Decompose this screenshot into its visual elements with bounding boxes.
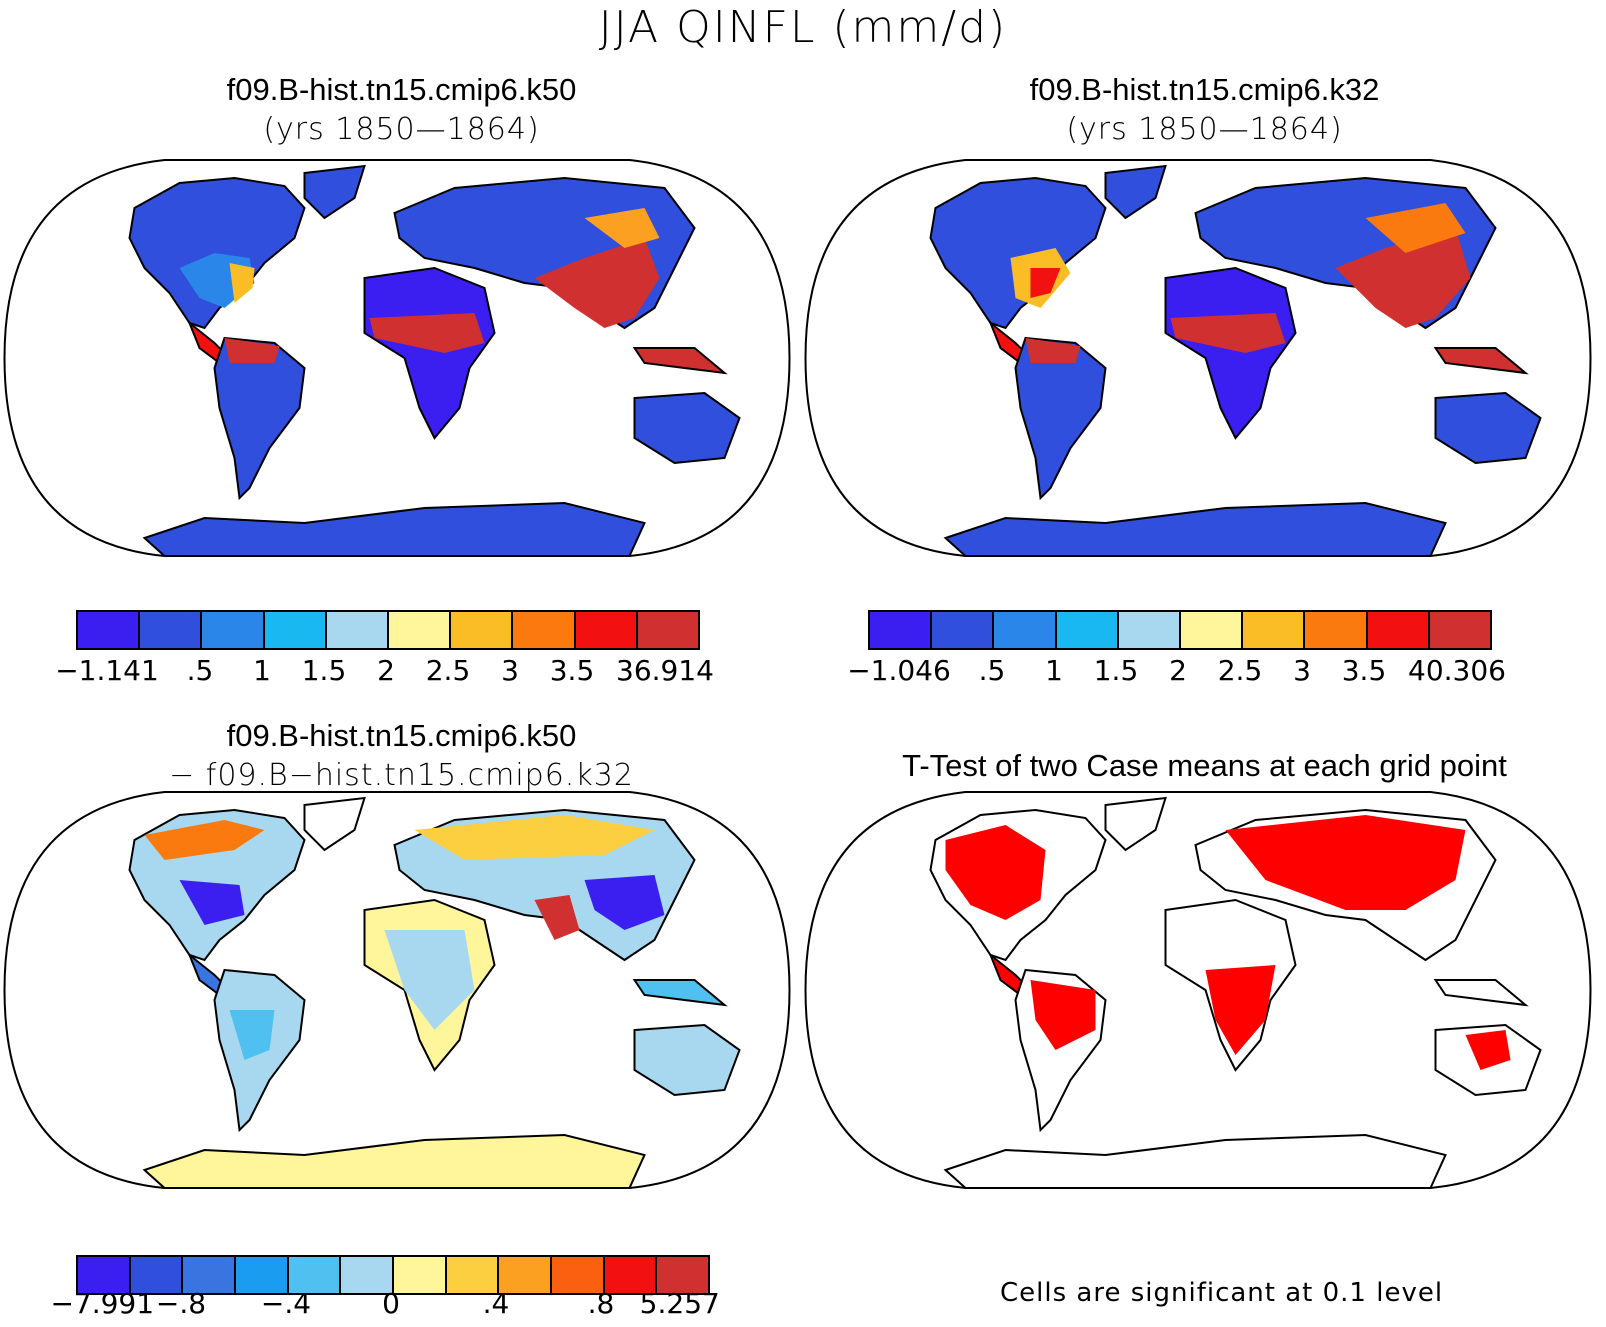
panel-3-title: f09.B-hist.tn15.cmip6.k50 − f09.B−hist.t… <box>0 718 803 793</box>
colorbar-swatch <box>575 612 638 648</box>
panel-3-continents <box>128 796 741 1189</box>
south-america <box>213 336 306 501</box>
colorbar-swatch <box>1243 612 1306 648</box>
panel-2-colorbar <box>868 610 1492 650</box>
colorbar-tick-label: −1.046 <box>847 654 951 687</box>
africa <box>1164 266 1297 440</box>
colorbar-tick-label: 5.257 <box>639 1287 720 1320</box>
colorbar-tick-label: 2.5 <box>425 654 471 687</box>
australia <box>633 391 741 465</box>
colorbar-tick-label: 2.5 <box>1217 654 1263 687</box>
panel-1-title: f09.B-hist.tn15.cmip6.k50 (yrs 1850—1864… <box>0 72 803 147</box>
south-america <box>1014 336 1107 501</box>
colorbar-tick-label: 1 <box>253 654 271 687</box>
colorbar-tick-label: .5 <box>978 654 1006 687</box>
panel-2-map <box>804 159 1592 557</box>
colorbar-tick-label: 1.5 <box>301 654 347 687</box>
greenland <box>1104 796 1167 852</box>
colorbar-swatch <box>637 612 699 648</box>
antarctica <box>943 501 1447 557</box>
colorbar-tick-label: .8 <box>587 1287 615 1320</box>
australia <box>1434 391 1542 465</box>
colorbar-swatch <box>326 612 390 648</box>
panel-3-title-minus: − f09.B−hist.tn15.cmip6.k32 <box>169 758 634 793</box>
panel-4-title-ttest: T-Test of two Case means at each grid po… <box>902 748 1507 783</box>
colorbar-swatch <box>394 1257 447 1293</box>
colorbar-swatch <box>130 1257 184 1293</box>
colorbar-tick-label: −.8 <box>155 1287 207 1320</box>
colorbar-swatch <box>657 1257 709 1293</box>
panel-3-title-case: f09.B-hist.tn15.cmip6.k50 <box>226 718 577 753</box>
antarctica <box>142 501 646 557</box>
colorbar-tick-label: 2 <box>377 654 395 687</box>
colorbar-swatch <box>604 1257 658 1293</box>
colorbar-tick-label: 40.306 <box>1408 654 1506 687</box>
colorbar-tick-label: −1.141 <box>55 654 159 687</box>
colorbar-swatch <box>932 612 995 648</box>
colorbar-tick-label: 3 <box>501 654 519 687</box>
colorbar-tick-label: 1.5 <box>1093 654 1139 687</box>
colorbar-swatch <box>1429 612 1491 648</box>
significance-note: Cells are significant at 0.1 level <box>1000 1278 1444 1308</box>
colorbar-tick-label: 3.5 <box>1341 654 1387 687</box>
colorbar-tick-label: .4 <box>482 1287 510 1320</box>
colorbar-swatch <box>451 612 514 648</box>
panel-1-colorbar <box>76 610 700 650</box>
colorbar-swatch <box>264 612 327 648</box>
colorbar-swatch <box>78 612 141 648</box>
panel-3-colorbar <box>76 1255 710 1295</box>
panel-1-title-years: (yrs 1850—1864) <box>263 112 540 147</box>
colorbar-tick-label: −.4 <box>260 1287 312 1320</box>
colorbar-swatch <box>870 612 933 648</box>
colorbar-swatch <box>994 612 1057 648</box>
colorbar-swatch <box>1367 612 1430 648</box>
colorbar-tick-label: .5 <box>186 654 214 687</box>
page-title: JJA QINFL (mm/d) <box>598 2 1008 53</box>
australia <box>633 1023 741 1097</box>
panel-1-map <box>3 159 791 557</box>
panel-4-map <box>804 791 1592 1189</box>
greenland <box>1104 164 1167 220</box>
colorbar-swatch <box>499 1257 553 1293</box>
panel-1-continents <box>128 164 741 557</box>
panel-2-title-case: f09.B-hist.tn15.cmip6.k32 <box>1029 72 1380 107</box>
colorbar-tick-label: 3.5 <box>549 654 595 687</box>
greenland <box>303 164 366 220</box>
colorbar-tick-label: −7.991 <box>50 1287 155 1320</box>
colorbar-swatch <box>446 1257 500 1293</box>
greenland <box>303 796 366 852</box>
panel-2-title-years: (yrs 1850—1864) <box>1066 112 1343 147</box>
colorbar-swatch <box>1118 612 1182 648</box>
colorbar-tick-label: 1 <box>1045 654 1063 687</box>
colorbar-swatch <box>552 1257 605 1293</box>
colorbar-tick-label: 0 <box>382 1287 400 1320</box>
colorbar-swatch <box>341 1257 395 1293</box>
colorbar-swatch <box>513 612 576 648</box>
panel-4-title: T-Test of two Case means at each grid po… <box>803 748 1606 784</box>
colorbar-swatch <box>288 1257 342 1293</box>
colorbar-swatch <box>202 612 265 648</box>
panel-1-title-case: f09.B-hist.tn15.cmip6.k50 <box>226 72 577 107</box>
colorbar-tick-label: 2 <box>1169 654 1187 687</box>
colorbar-swatch <box>1056 612 1119 648</box>
panel-2-continents <box>929 164 1542 557</box>
antarctica <box>943 1133 1447 1189</box>
panel-2-title: f09.B-hist.tn15.cmip6.k32 (yrs 1850—1864… <box>803 72 1606 147</box>
africa <box>363 266 496 440</box>
colorbar-swatch <box>389 612 452 648</box>
colorbar-swatch <box>140 612 203 648</box>
antarctica <box>142 1133 646 1189</box>
colorbar-tick-label: 36.914 <box>616 654 714 687</box>
colorbar-tick-label: 3 <box>1293 654 1311 687</box>
colorbar-swatch <box>1305 612 1368 648</box>
colorbar-swatch <box>78 1257 131 1293</box>
colorbar-swatch <box>236 1257 289 1293</box>
colorbar-swatch <box>183 1257 237 1293</box>
panel-3-map <box>3 791 791 1189</box>
panel-4-continents <box>929 796 1542 1189</box>
colorbar-swatch <box>1181 612 1244 648</box>
